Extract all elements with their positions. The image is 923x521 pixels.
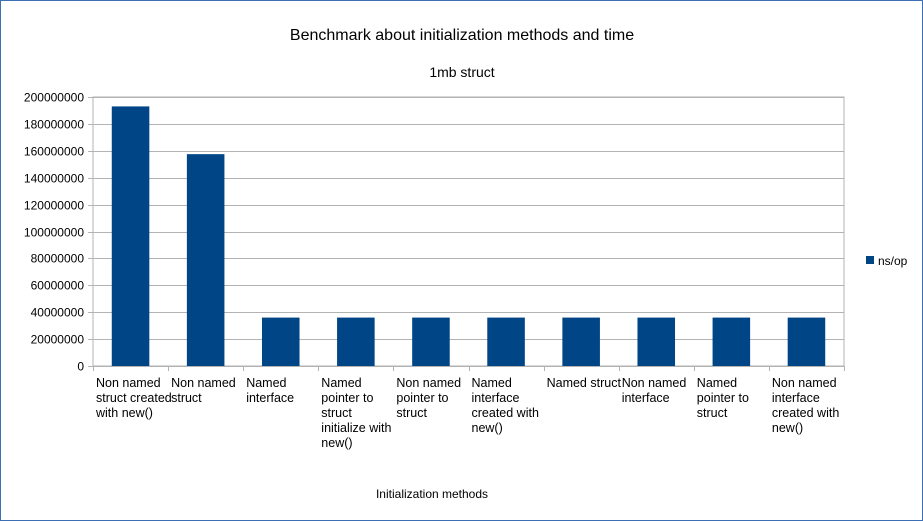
x-axis-label: Initialization methods: [376, 487, 488, 501]
y-tick-label: 20000000: [31, 333, 85, 347]
bar: [412, 317, 450, 366]
bar: [562, 317, 600, 366]
bar: [111, 106, 150, 366]
x-category-label: Non named interface created with new(): [772, 376, 839, 435]
x-category-label: Non named interface: [622, 376, 687, 405]
y-tick-label: 160000000: [24, 145, 84, 159]
y-tick-label: 140000000: [24, 172, 84, 186]
axes: [88, 97, 845, 371]
x-category-label: Named pointer to struct initialize with new(…: [321, 376, 391, 450]
y-tick-label: 60000000: [31, 279, 85, 293]
legend-label: ns/op: [878, 254, 908, 268]
y-tick-label: 40000000: [31, 306, 85, 320]
x-category-labels: Non named struct created with new()Non nam…: [95, 376, 839, 450]
x-category-label: Non named pointer to struct: [396, 376, 461, 420]
y-tick-label: 0: [77, 360, 84, 374]
legend: ns/op: [866, 254, 908, 268]
x-category-label: Named interface created with new(): [472, 376, 539, 435]
y-tick-label: 180000000: [24, 118, 84, 132]
x-category-label: Named struct: [547, 376, 622, 390]
y-tick-label: 120000000: [24, 199, 84, 213]
chart-title: Benchmark about initialization methods a…: [290, 27, 634, 44]
bar: [787, 317, 826, 366]
y-tick-label: 80000000: [31, 252, 85, 266]
bar: [337, 317, 375, 366]
bar: [186, 154, 225, 366]
x-category-label: Named pointer to struct: [697, 376, 749, 420]
bar: [637, 317, 676, 366]
x-category-label: Non named struct: [171, 376, 236, 405]
bar: [261, 317, 300, 366]
bar: [712, 317, 751, 366]
y-tick-labels: 0 20000000 40000000 60000000 80000000 1000000…: [24, 91, 84, 374]
y-tick-label: 200000000: [24, 91, 84, 105]
bar: [487, 317, 525, 366]
chart-subtitle: 1mb struct: [429, 64, 494, 80]
y-tick-label: 100000000: [24, 226, 84, 240]
x-category-label: Named interface: [246, 376, 294, 405]
legend-swatch: [866, 256, 874, 264]
x-category-label: Non named struct created with new(): [95, 376, 172, 420]
bars: [111, 106, 826, 366]
